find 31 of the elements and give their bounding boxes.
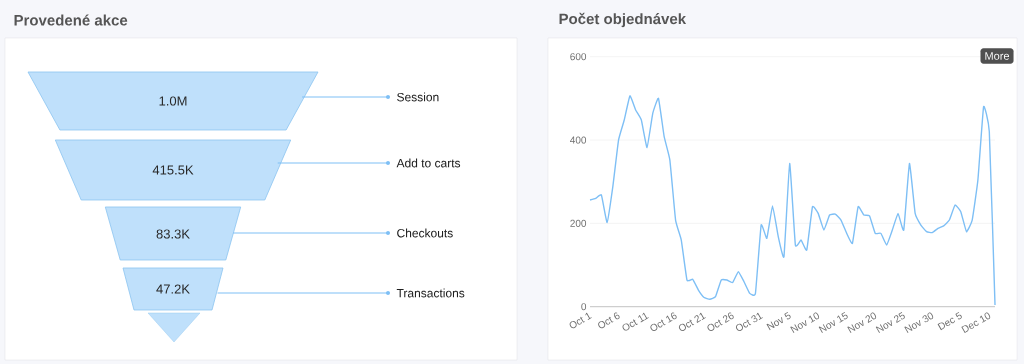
x-tick-label: Oct 31	[735, 312, 763, 331]
line-series	[589, 95, 996, 306]
data-label: 47.2K	[156, 284, 190, 294]
x-tick-label: Nov 20	[847, 312, 877, 334]
x-tick-label: Nov 30	[904, 312, 934, 334]
y-tick-label: 0	[581, 303, 587, 311]
x-tick-label: Oct 16	[650, 312, 677, 331]
data-label: 1.0M	[159, 96, 187, 106]
text: Provedené akce	[14, 14, 128, 26]
chart-title: Počet objednávek	[559, 12, 687, 28]
category-label: Session	[397, 92, 439, 102]
data-label: 415.5K	[152, 165, 194, 175]
x-tick-label: Nov 10	[790, 312, 820, 334]
x-tick-label: Nov 25	[875, 312, 905, 334]
y-tick-label: 600	[570, 53, 587, 61]
x-tick-label: Oct 26	[707, 312, 734, 331]
data-label: 83.3K	[156, 229, 190, 239]
category-label: Transactions	[396, 288, 465, 298]
x-tick-label: Nov 15	[818, 311, 848, 333]
x-tick-label: Dec 5	[937, 311, 962, 331]
category-label: Checkouts	[397, 228, 453, 238]
x-tick-label: Oct 1	[569, 312, 592, 329]
y-tick-label: 400	[570, 136, 587, 144]
x-tick-label: Oct 11	[622, 312, 649, 331]
x-tick-label: Oct 6	[598, 312, 620, 329]
x-tick-label: Nov 5	[766, 311, 791, 331]
annotation: More	[985, 52, 1010, 60]
y-tick-label: 200	[570, 219, 587, 227]
x-tick-label: Oct 21	[678, 312, 706, 331]
x-tick-label: Dec 10	[961, 312, 991, 334]
category-label: Add to carts	[396, 158, 461, 168]
